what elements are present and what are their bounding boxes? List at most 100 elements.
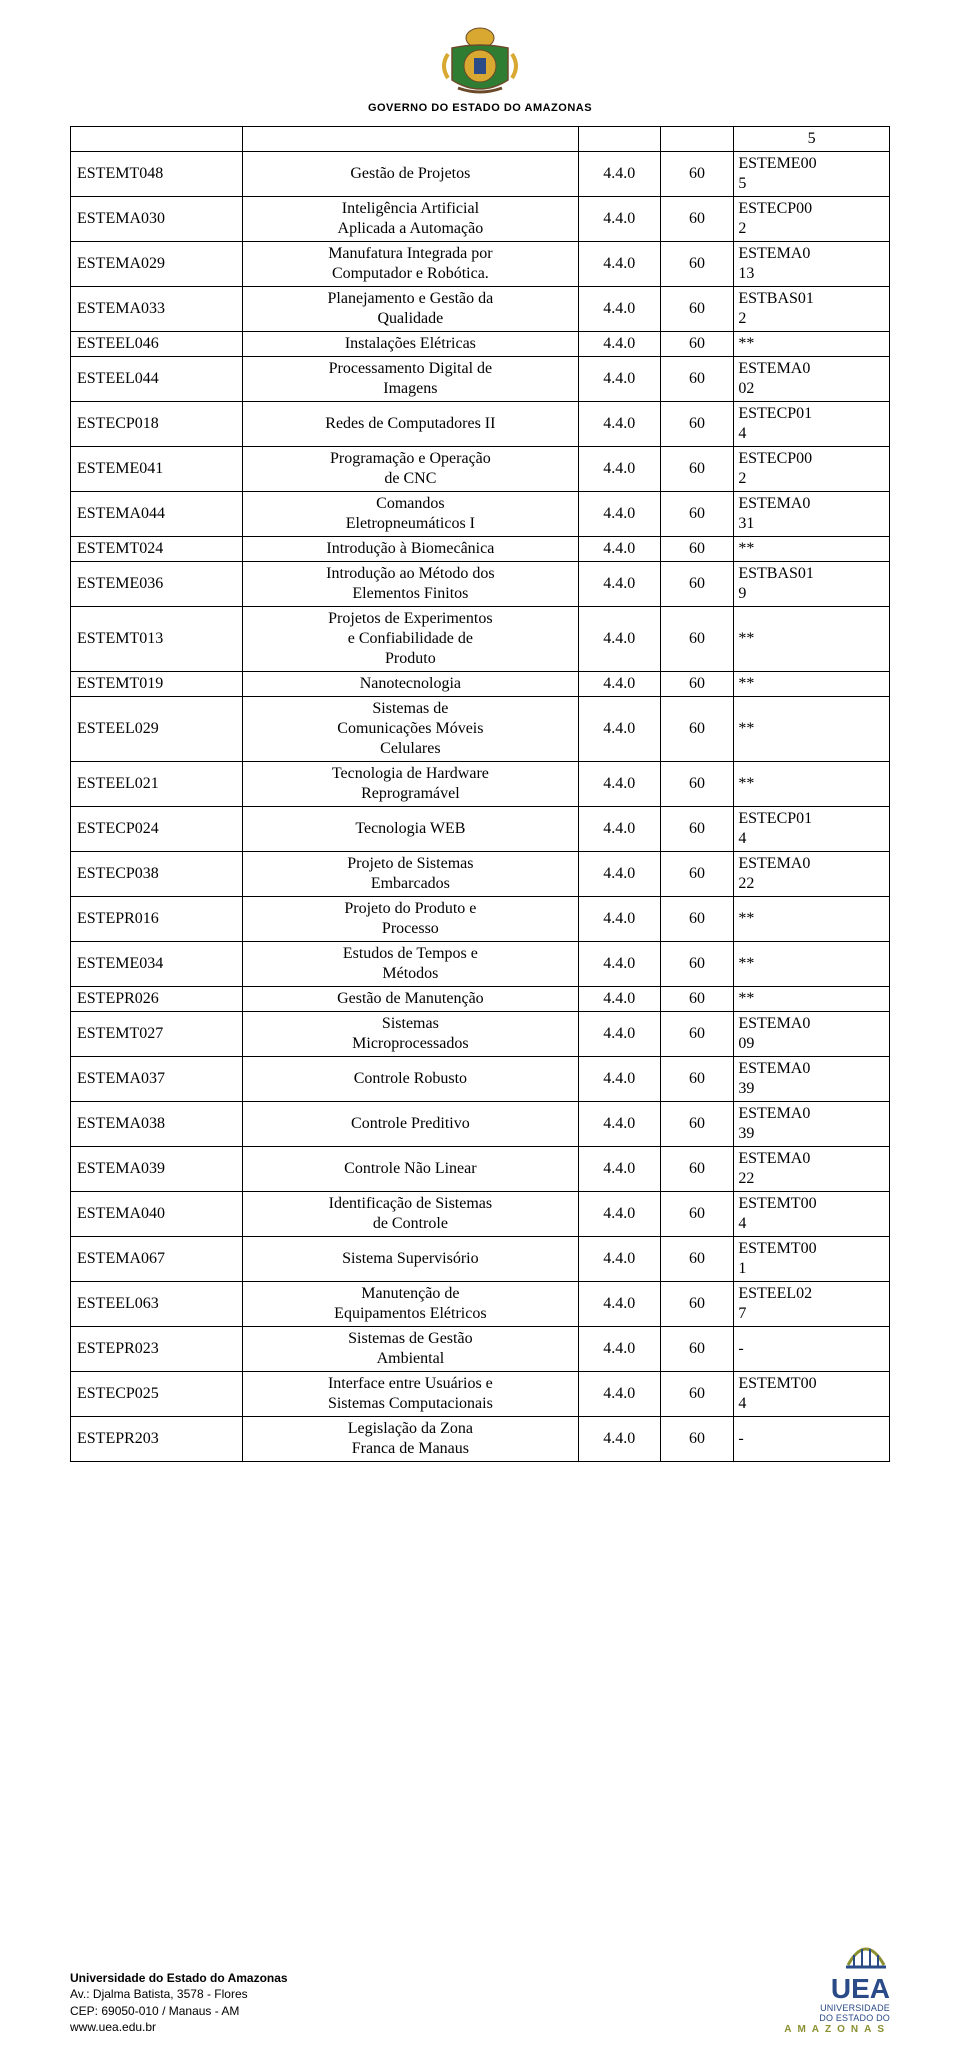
course-name: Projeto do Produto eProcesso <box>242 897 578 942</box>
course-code: ESTEPR026 <box>71 987 243 1012</box>
course-code: ESTEMT048 <box>71 152 243 197</box>
table-row: ESTECP024Tecnologia WEB4.4.060ESTECP014 <box>71 807 890 852</box>
course-hours: 60 <box>660 537 734 562</box>
course-name: Projetos de Experimentose Confiabilidade… <box>242 607 578 672</box>
course-code: ESTEEL029 <box>71 697 243 762</box>
course-hours: 60 <box>660 897 734 942</box>
table-prereq-cell: 5 <box>734 127 890 152</box>
course-prereq: ESTEEL027 <box>734 1282 890 1327</box>
course-code: ESTEME036 <box>71 562 243 607</box>
course-name: Redes de Computadores II <box>242 402 578 447</box>
course-code: ESTEMT027 <box>71 1012 243 1057</box>
page-footer: Universidade do Estado do Amazonas Av.: … <box>70 1937 890 2035</box>
table-header-cell <box>242 127 578 152</box>
course-code: ESTEMA037 <box>71 1057 243 1102</box>
course-name: Inteligência ArtificialAplicada a Automa… <box>242 197 578 242</box>
course-code: ESTEPR016 <box>71 897 243 942</box>
course-name: Introdução à Biomecânica <box>242 537 578 562</box>
course-hours: 60 <box>660 1237 734 1282</box>
course-prereq: ** <box>734 762 890 807</box>
header-title: GOVERNO DO ESTADO DO AMAZONAS <box>70 102 890 114</box>
course-hours: 60 <box>660 242 734 287</box>
table-row: ESTEEL044Processamento Digital deImagens… <box>71 357 890 402</box>
course-code: ESTEMA067 <box>71 1237 243 1282</box>
course-version: 4.4.0 <box>578 152 660 197</box>
course-code: ESTEME034 <box>71 942 243 987</box>
course-name: Tecnologia WEB <box>242 807 578 852</box>
course-prereq: ** <box>734 537 890 562</box>
course-version: 4.4.0 <box>578 562 660 607</box>
uea-subtitle-1: UNIVERSIDADE <box>784 2003 890 2013</box>
course-version: 4.4.0 <box>578 1147 660 1192</box>
course-version: 4.4.0 <box>578 607 660 672</box>
course-table: 5ESTEMT048Gestão de Projetos4.4.060ESTEM… <box>70 126 890 1462</box>
course-prereq: ESTEMT001 <box>734 1237 890 1282</box>
course-name: Instalações Elétricas <box>242 332 578 357</box>
course-code: ESTEMA039 <box>71 1147 243 1192</box>
course-prereq: ESTEMA013 <box>734 242 890 287</box>
course-hours: 60 <box>660 1282 734 1327</box>
course-code: ESTEPR023 <box>71 1327 243 1372</box>
course-name: Sistema Supervisório <box>242 1237 578 1282</box>
course-hours: 60 <box>660 1372 734 1417</box>
uea-subtitle-2: DO ESTADO DO <box>784 2013 890 2023</box>
table-row: ESTEPR016Projeto do Produto eProcesso4.4… <box>71 897 890 942</box>
course-code: ESTEMA029 <box>71 242 243 287</box>
course-hours: 60 <box>660 762 734 807</box>
course-version: 4.4.0 <box>578 357 660 402</box>
course-hours: 60 <box>660 1417 734 1462</box>
course-name: Tecnologia de HardwareReprogramável <box>242 762 578 807</box>
table-row: ESTECP018Redes de Computadores II4.4.060… <box>71 402 890 447</box>
footer-website: www.uea.edu.br <box>70 2019 288 2035</box>
course-version: 4.4.0 <box>578 762 660 807</box>
course-prereq: ESTEMA039 <box>734 1057 890 1102</box>
course-version: 4.4.0 <box>578 242 660 287</box>
course-version: 4.4.0 <box>578 672 660 697</box>
document-page: GOVERNO DO ESTADO DO AMAZONAS 5 ESTEMT048… <box>0 0 960 2053</box>
table-row: ESTEMA039Controle Não Linear4.4.060ESTEM… <box>71 1147 890 1192</box>
course-version: 4.4.0 <box>578 697 660 762</box>
course-prereq: ** <box>734 697 890 762</box>
course-version: 4.4.0 <box>578 1192 660 1237</box>
course-prereq: ESTECP002 <box>734 447 890 492</box>
course-hours: 60 <box>660 987 734 1012</box>
course-name: Manufatura Integrada porComputador e Rob… <box>242 242 578 287</box>
course-hours: 60 <box>660 607 734 672</box>
course-version: 4.4.0 <box>578 287 660 332</box>
course-code: ESTEMA044 <box>71 492 243 537</box>
course-name: SistemasMicroprocessados <box>242 1012 578 1057</box>
uea-logo-text: UEA <box>784 1975 890 2003</box>
course-prereq: ESTEMA002 <box>734 357 890 402</box>
course-code: ESTEEL063 <box>71 1282 243 1327</box>
table-row: ESTEMT024Introdução à Biomecânica4.4.060… <box>71 537 890 562</box>
footer-cep: CEP: 69050-010 / Manaus - AM <box>70 2003 288 2019</box>
table-row: ESTEMT013Projetos de Experimentose Confi… <box>71 607 890 672</box>
table-row: ESTEMA038Controle Preditivo4.4.060ESTEMA… <box>71 1102 890 1147</box>
course-version: 4.4.0 <box>578 987 660 1012</box>
course-prereq: ESTEMA031 <box>734 492 890 537</box>
course-prereq: ** <box>734 942 890 987</box>
course-prereq: ESTECP002 <box>734 197 890 242</box>
table-row: ESTEEL021Tecnologia de HardwareReprogram… <box>71 762 890 807</box>
table-row: ESTEMA044ComandosEletropneumáticos I4.4.… <box>71 492 890 537</box>
course-version: 4.4.0 <box>578 897 660 942</box>
course-version: 4.4.0 <box>578 447 660 492</box>
course-hours: 60 <box>660 942 734 987</box>
course-name: Manutenção deEquipamentos Elétricos <box>242 1282 578 1327</box>
course-version: 4.4.0 <box>578 1417 660 1462</box>
course-hours: 60 <box>660 1012 734 1057</box>
course-hours: 60 <box>660 852 734 897</box>
table-row: ESTEEL029Sistemas deComunicações MóveisC… <box>71 697 890 762</box>
course-hours: 60 <box>660 1147 734 1192</box>
uea-subtitle-3: AMAZONAS <box>784 2024 890 2036</box>
table-row: ESTEMT027SistemasMicroprocessados4.4.060… <box>71 1012 890 1057</box>
table-header-cell <box>660 127 734 152</box>
course-prereq: ESTECP014 <box>734 402 890 447</box>
course-hours: 60 <box>660 562 734 607</box>
state-crest-icon <box>430 20 530 100</box>
course-prereq: ESTBAS012 <box>734 287 890 332</box>
course-version: 4.4.0 <box>578 1327 660 1372</box>
course-code: ESTEMT013 <box>71 607 243 672</box>
course-name: Sistemas de GestãoAmbiental <box>242 1327 578 1372</box>
table-row: ESTEEL046Instalações Elétricas4.4.060** <box>71 332 890 357</box>
